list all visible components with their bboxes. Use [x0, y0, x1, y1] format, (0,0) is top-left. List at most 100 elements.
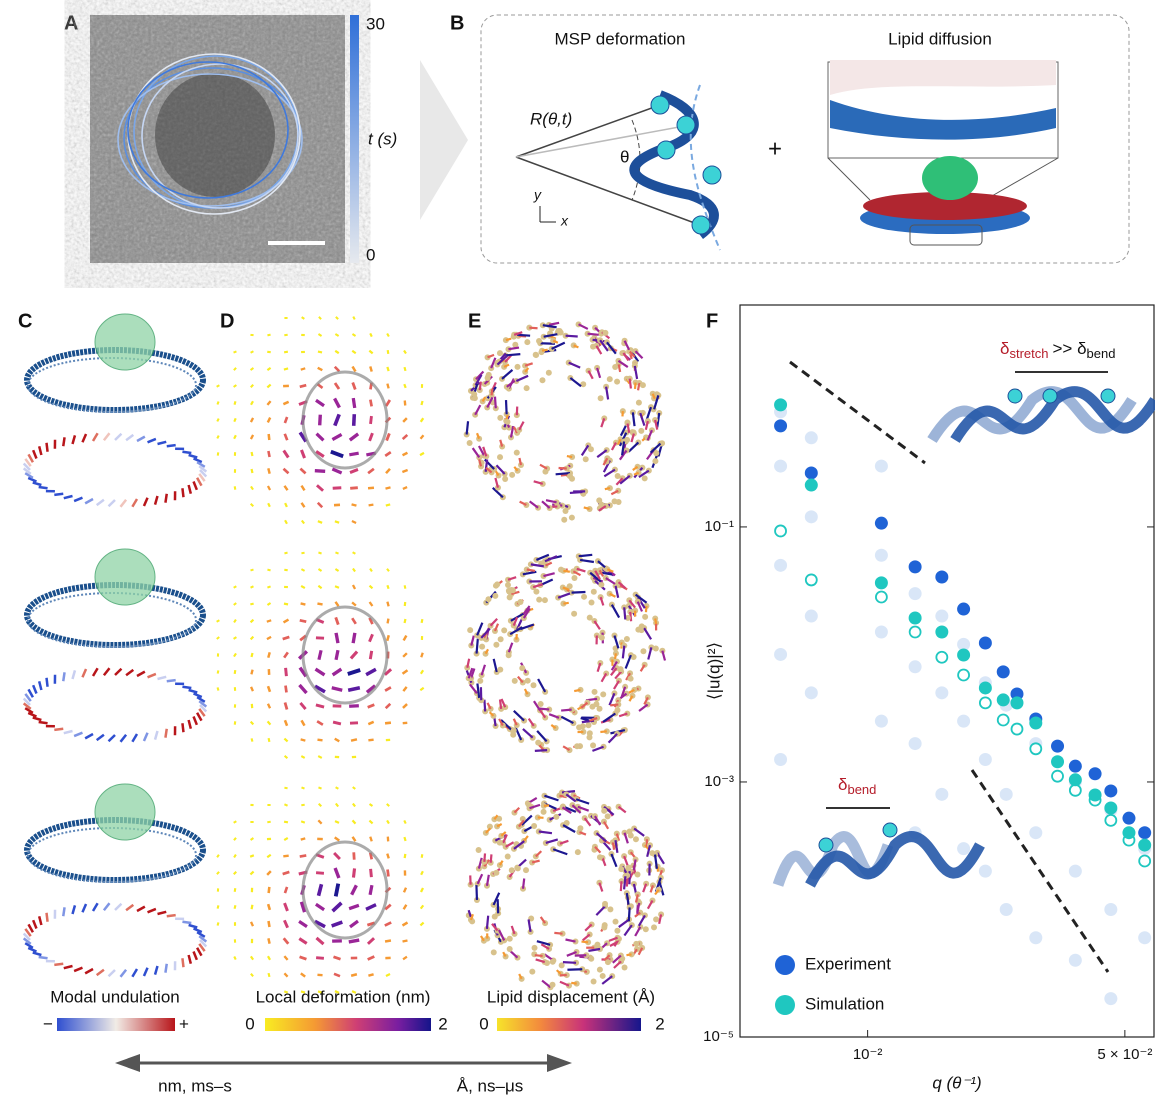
deformation-arrow: [353, 787, 356, 789]
deformation-arrow: [350, 921, 358, 927]
deformation-arrow: [387, 820, 389, 823]
lipid-arrow: [610, 705, 618, 706]
lipid-arrow: [477, 623, 482, 636]
lipid-arrow: [657, 853, 664, 864]
deformation-arrow: [335, 552, 338, 553]
deformation-arrow: [403, 453, 408, 456]
lipid: [509, 867, 515, 873]
deformation-arrow: [250, 855, 254, 856]
lipid-arrow: [615, 653, 616, 659]
lipid-arrow: [561, 710, 572, 711]
deformation-arrow: [353, 804, 355, 807]
deformation-arrow: [387, 585, 388, 589]
deformation-arrow: [318, 756, 322, 758]
lipid: [492, 914, 498, 920]
lipid: [598, 582, 604, 588]
deformation-arrow: [268, 652, 269, 657]
deformation-arrow: [318, 503, 322, 507]
lipid: [493, 870, 499, 876]
deformation-arrow: [353, 837, 356, 841]
legend-marker: [775, 955, 795, 975]
deformation-arrow: [300, 469, 305, 474]
lipid-arrow: [484, 853, 485, 861]
undulation-arrow: [29, 454, 33, 462]
deformation-arrow: [268, 486, 270, 490]
data-point: [980, 697, 991, 708]
x-label: x: [560, 213, 569, 229]
deformation-arrow: [285, 703, 287, 710]
deformation-arrow: [235, 721, 236, 724]
undulation-arrow: [121, 970, 127, 977]
lipid-arrow: [544, 796, 558, 801]
lipid: [628, 676, 634, 682]
undulation-arrow: [82, 434, 86, 442]
figure: A 30 t (s) 0 B MSP deformation Lipid dif…: [0, 0, 1155, 1096]
undulation-arrow: [182, 958, 183, 967]
deformation-arrow: [251, 956, 253, 959]
undulation-arrow: [148, 439, 156, 442]
background-point: [979, 865, 992, 878]
deformation-arrow: [403, 418, 407, 422]
deformation-arrow: [217, 872, 219, 874]
lipid-arrow: [569, 363, 580, 368]
deformation-arrow: [250, 872, 253, 875]
bead: [819, 838, 833, 852]
undulation-arrow: [115, 904, 121, 910]
deformation-arrow: [284, 450, 289, 457]
deformation-arrow: [317, 740, 322, 741]
deformation-arrow: [268, 451, 269, 457]
lipid: [616, 499, 622, 505]
lipid-arrow: [613, 842, 614, 849]
lipid-arrow: [562, 791, 575, 792]
illustrations: [24, 314, 666, 993]
deformation-arrow: [388, 350, 389, 354]
background-point: [909, 660, 922, 673]
deformation-arrow: [422, 854, 423, 858]
lipid-arrow: [621, 881, 622, 891]
deformation-arrow: [366, 905, 376, 910]
deformation-arrow: [385, 687, 391, 690]
lipid-arrow: [626, 655, 631, 668]
undulation-arrow: [63, 437, 64, 446]
deformation-arrow: [387, 569, 389, 572]
undulation-arrow: [165, 494, 166, 503]
lipid: [627, 828, 633, 834]
y-tick-label: 10⁻⁵: [703, 1028, 734, 1045]
deformation-arrow: [334, 974, 340, 976]
deformation-arrow: [234, 435, 236, 438]
lipid-arrow: [611, 491, 618, 495]
undulation-arrow: [197, 478, 201, 486]
deformation-arrow: [267, 603, 270, 605]
lipid: [583, 456, 589, 462]
lipid: [580, 381, 586, 387]
deformation-arrow: [403, 704, 407, 708]
deformation-arrow: [402, 923, 407, 926]
deformation-arrow: [335, 837, 340, 840]
data-point: [997, 665, 1010, 678]
undulation-arrow: [33, 483, 42, 485]
bead: [883, 823, 897, 837]
background-point: [909, 737, 922, 750]
undulation-arrow: [132, 499, 137, 507]
lipid: [636, 400, 642, 406]
lipid: [597, 854, 603, 860]
lipid: [653, 916, 659, 922]
lipid: [642, 475, 648, 481]
deformation-arrow: [369, 505, 374, 506]
undulation-arrow: [197, 713, 201, 721]
background-point: [1000, 788, 1013, 801]
annotation-part: δ: [838, 775, 847, 794]
lipid: [550, 959, 556, 965]
lipid: [492, 593, 498, 599]
colorbar-max: +: [179, 1014, 189, 1033]
deformation-arrow: [366, 669, 376, 674]
deformation-arrow: [302, 317, 305, 319]
data-point: [875, 576, 888, 589]
deformation-arrow: [370, 433, 373, 441]
deformation-arrow: [252, 452, 253, 456]
lipid: [638, 428, 644, 434]
deformation-arrow: [318, 569, 321, 571]
undulation-arrow: [182, 452, 191, 453]
lipid: [529, 969, 535, 975]
deformation-arrow: [335, 367, 339, 372]
